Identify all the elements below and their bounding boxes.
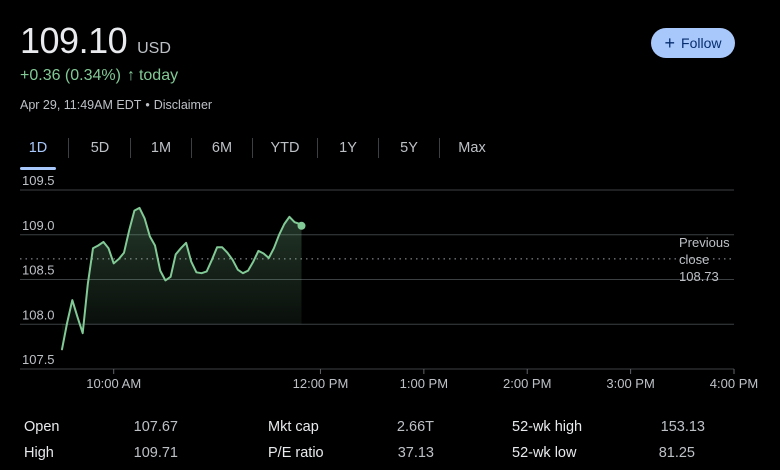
x-tick-label: 3:00 PM <box>606 376 654 391</box>
price-row: 109.10 USD <box>20 20 171 62</box>
key-stats: Open 107.67 High 109.71 Mkt cap 2.66T P/… <box>0 412 780 470</box>
previous-close-label: 108.73 <box>679 269 719 284</box>
stat-label-52wk-low: 52-wk low <box>512 445 577 461</box>
bullet-separator: • <box>145 98 150 112</box>
quote-meta: Apr 29, 11:49AM EDT • Disclaimer <box>20 98 212 112</box>
tab-divider <box>68 138 69 158</box>
disclaimer-link[interactable]: Disclaimer <box>153 98 213 112</box>
tab-5y[interactable]: 5Y <box>400 140 418 156</box>
tab-5d[interactable]: 5D <box>90 140 110 156</box>
stat-label-pe-ratio: P/E ratio <box>268 445 324 461</box>
current-price-dot <box>297 221 306 230</box>
tab-divider <box>191 138 192 158</box>
x-tick-label: 1:00 PM <box>400 376 448 391</box>
price-area-fill <box>62 207 302 350</box>
tab-1y[interactable]: 1Y <box>339 140 357 156</box>
y-tick-label: 109.0 <box>22 218 55 233</box>
stat-label-52wk-high: 52-wk high <box>512 419 583 435</box>
stat-value-open: 107.67 <box>133 419 178 435</box>
tab-1d[interactable]: 1D <box>20 134 56 170</box>
tab-ytd[interactable]: YTD <box>270 140 300 156</box>
stat-value-52wk-high: 153.13 <box>660 419 705 435</box>
tab-1m[interactable]: 1M <box>150 140 172 156</box>
arrow-up-icon: ↑ <box>126 67 135 84</box>
tab-divider <box>439 138 440 158</box>
follow-label: Follow <box>681 35 722 51</box>
stat-value-mkt-cap: 2.66T <box>396 419 434 435</box>
stat-label-mkt-cap: Mkt cap <box>268 419 319 435</box>
stat-label-high: High <box>24 445 54 461</box>
change-value: +0.36 (0.34%) <box>20 67 121 84</box>
previous-close-label: Previous <box>679 235 730 250</box>
follow-button[interactable]: + Follow <box>651 28 735 58</box>
range-tabs: 1D 5D 1M 6M YTD 1Y 5Y Max <box>20 132 493 170</box>
stat-value-52wk-low: 81.25 <box>658 445 695 461</box>
tab-divider <box>252 138 253 158</box>
y-tick-label: 109.5 <box>22 176 55 188</box>
price-line <box>61 206 303 351</box>
price-change: +0.36 (0.34%) ↑ today <box>20 67 178 85</box>
stat-value-high: 109.71 <box>133 445 178 461</box>
x-tick-label: 4:00 PM <box>710 376 758 391</box>
tab-divider <box>378 138 379 158</box>
y-tick-label: 108.0 <box>22 307 55 322</box>
change-period: today <box>138 67 179 84</box>
price-chart[interactable]: 107.5 108.0 108.5 109.0 109.5 10:00 AM 12:00 P… <box>0 176 780 398</box>
currency-label: USD <box>137 40 171 57</box>
x-tick-label: 2:00 PM <box>503 376 551 391</box>
previous-close-label: close <box>679 252 709 267</box>
y-tick-label: 107.5 <box>22 352 55 367</box>
tab-6m[interactable]: 6M <box>211 140 233 156</box>
plus-icon: + <box>664 33 676 53</box>
y-tick-label: 108.5 <box>22 263 55 278</box>
current-price: 109.10 <box>20 20 128 61</box>
tab-divider <box>317 138 318 158</box>
x-tick-label: 10:00 AM <box>86 376 141 391</box>
stat-label-open: Open <box>24 419 60 435</box>
quote-timestamp: Apr 29, 11:49AM EDT <box>20 98 142 112</box>
tab-divider <box>130 138 131 158</box>
tab-max[interactable]: Max <box>458 140 486 156</box>
stat-value-pe-ratio: 37.13 <box>397 445 434 461</box>
x-tick-label: 12:00 PM <box>293 376 349 391</box>
